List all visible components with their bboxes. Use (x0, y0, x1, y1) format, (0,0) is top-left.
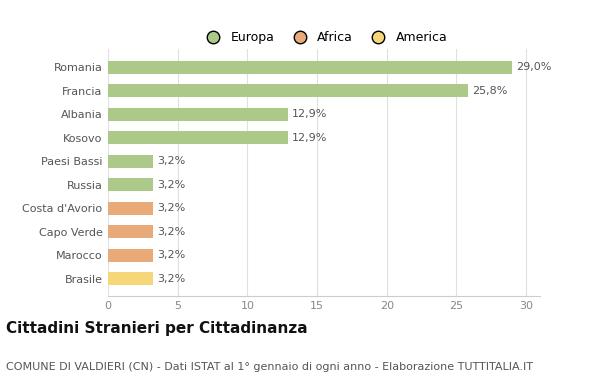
Text: 12,9%: 12,9% (292, 109, 328, 119)
Bar (108, 108, 288, 120)
Text: 3,2%: 3,2% (157, 180, 185, 190)
Text: 3,2%: 3,2% (157, 250, 185, 260)
Text: 29,0%: 29,0% (517, 62, 551, 72)
Text: 3,2%: 3,2% (157, 156, 185, 166)
Text: 25,8%: 25,8% (472, 86, 507, 96)
Bar (108, 249, 152, 262)
Bar (108, 131, 288, 144)
Bar (108, 178, 152, 191)
Bar (108, 155, 152, 168)
Legend: Europa, Africa, America: Europa, Africa, America (196, 26, 452, 49)
Text: COMUNE DI VALDIERI (CN) - Dati ISTAT al 1° gennaio di ogni anno - Elaborazione T: COMUNE DI VALDIERI (CN) - Dati ISTAT al … (6, 363, 533, 372)
Text: 12,9%: 12,9% (292, 133, 328, 142)
Text: 3,2%: 3,2% (157, 203, 185, 213)
Bar (108, 202, 152, 215)
Text: 3,2%: 3,2% (157, 227, 185, 237)
Bar (108, 225, 152, 238)
Text: 3,2%: 3,2% (157, 274, 185, 284)
Bar (108, 61, 512, 74)
Bar (108, 272, 152, 285)
Bar (108, 84, 467, 97)
Text: Cittadini Stranieri per Cittadinanza: Cittadini Stranieri per Cittadinanza (6, 321, 308, 336)
